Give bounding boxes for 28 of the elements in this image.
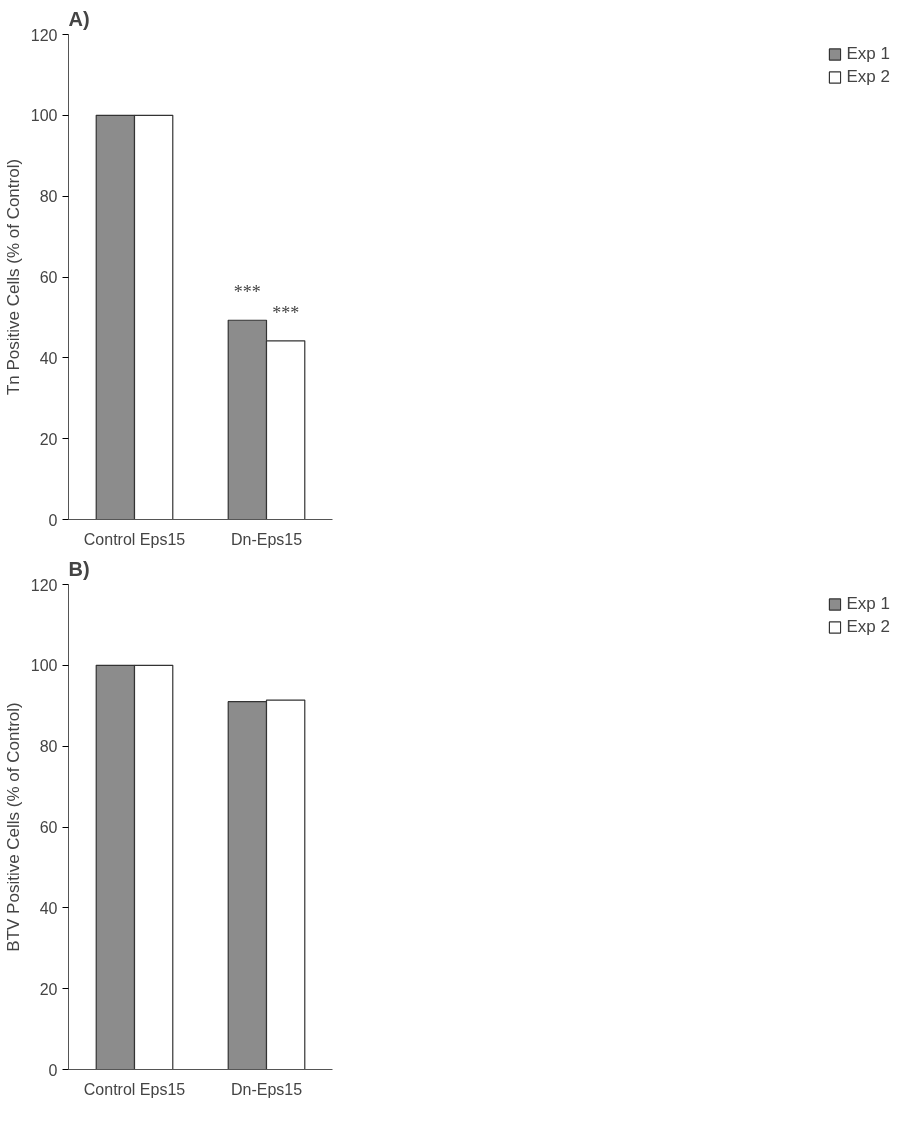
y-tick-label: 100 xyxy=(30,657,58,675)
y-axis-title: Tn Positive Cells (% of Control) xyxy=(3,158,23,396)
y-tick-label: 120 xyxy=(30,26,58,44)
y-tick-label: 60 xyxy=(39,819,58,836)
y-tick-label: 120 xyxy=(30,576,58,594)
data-label: *** xyxy=(233,282,261,303)
y-tick-label: 20 xyxy=(39,430,58,448)
y-tick-label: 40 xyxy=(39,899,58,917)
y-tick-label: 100 xyxy=(30,107,58,125)
legend-label: Exp 1 xyxy=(846,44,890,64)
y-tick-label: 20 xyxy=(39,980,58,998)
x-tick-label: Control Eps15 xyxy=(83,530,186,548)
y-axis-title: BTV Positive Cells (% of Control) xyxy=(3,702,23,952)
legend-label: Exp 2 xyxy=(846,67,890,87)
y-tick-label: 40 xyxy=(39,349,58,367)
legend-label: Exp 1 xyxy=(846,594,890,614)
y-tick-label: 0 xyxy=(48,1061,58,1079)
legend-label: Exp 2 xyxy=(846,617,890,637)
y-tick-label: 0 xyxy=(48,511,58,529)
data-label: *** xyxy=(272,302,300,323)
y-tick-label: 80 xyxy=(39,188,58,206)
y-tick-label: 80 xyxy=(39,738,58,756)
chart-title: A) xyxy=(68,7,90,30)
y-tick-label: 60 xyxy=(39,269,58,286)
x-tick-label: Dn-Eps15 xyxy=(230,530,303,548)
x-tick-label: Dn-Eps15 xyxy=(230,1080,303,1098)
chart-title: B) xyxy=(68,557,90,580)
x-tick-label: Control Eps15 xyxy=(83,1080,186,1098)
